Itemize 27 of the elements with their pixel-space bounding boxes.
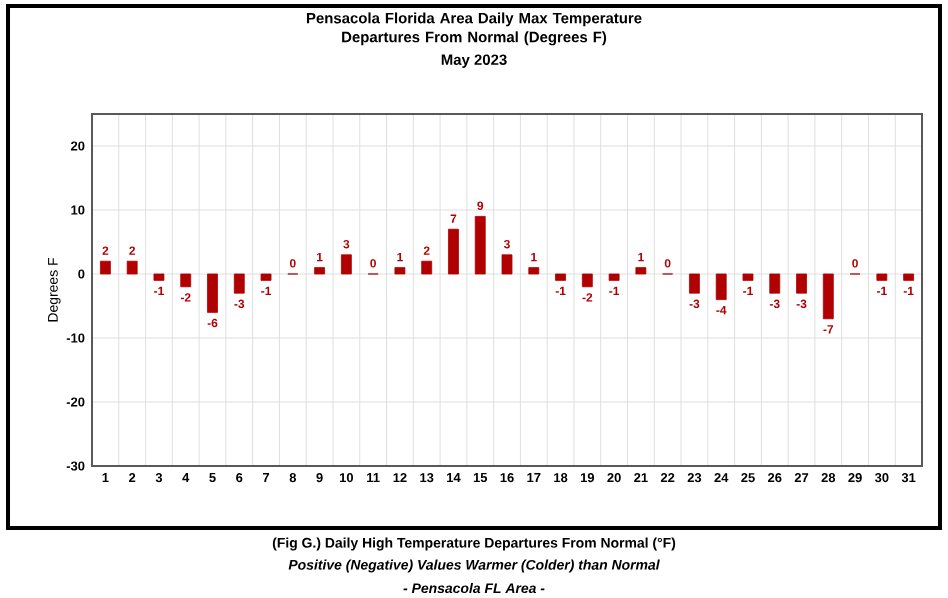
bar — [822, 273, 834, 320]
bar — [528, 267, 540, 275]
bar — [608, 273, 620, 281]
bar — [635, 267, 647, 275]
bar — [501, 254, 513, 275]
bar — [689, 273, 700, 294]
bar — [340, 254, 352, 275]
bar — [581, 273, 593, 288]
bar — [876, 273, 888, 281]
bar — [233, 273, 245, 294]
bar — [555, 273, 566, 281]
bar — [260, 273, 272, 281]
bar — [903, 273, 915, 281]
bar — [180, 273, 192, 288]
bar — [153, 273, 165, 281]
bar — [796, 273, 807, 294]
bar — [474, 216, 486, 275]
bar — [742, 273, 754, 281]
bar — [421, 260, 433, 275]
bar — [394, 267, 406, 275]
bar — [448, 228, 459, 275]
bar — [715, 273, 727, 300]
bar — [314, 267, 325, 275]
bar — [207, 273, 218, 313]
bar — [126, 260, 138, 275]
bar — [100, 260, 111, 275]
bar — [769, 273, 781, 294]
